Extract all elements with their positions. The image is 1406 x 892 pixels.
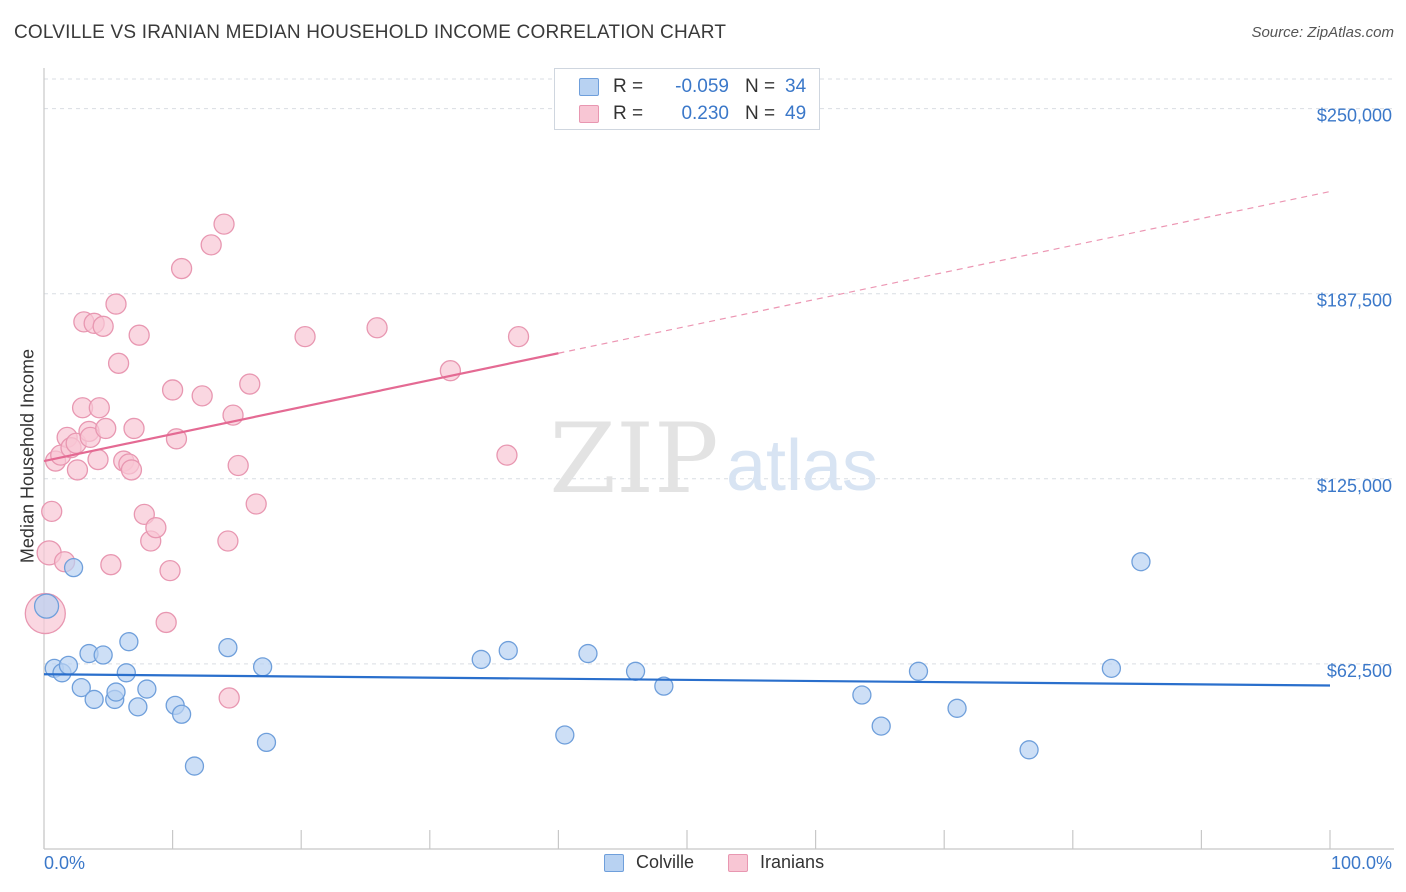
colville-point: [1019, 740, 1039, 760]
iranians-point: [88, 397, 110, 419]
iranians-point: [145, 517, 167, 539]
iranians-point: [120, 459, 143, 481]
iranians-point: [123, 417, 145, 440]
colville-point: [908, 661, 929, 681]
legend-label-iranians: Iranians: [760, 852, 825, 872]
colville-swatch: [579, 78, 599, 96]
colville-point: [498, 640, 518, 661]
colville-point: [137, 679, 157, 699]
colville-point: [93, 645, 113, 665]
watermark-atlas: atlas: [726, 426, 878, 506]
n-value: 34: [785, 76, 807, 97]
r-value: 0.230: [681, 103, 729, 124]
colville-point: [252, 657, 273, 677]
iranians-point: [87, 448, 109, 471]
colville-point: [184, 756, 205, 776]
colville-point: [852, 685, 872, 705]
colville-point: [128, 697, 148, 717]
colville-point: [84, 689, 104, 710]
r-label: R =: [613, 76, 644, 97]
colville-trend-line: [43, 673, 1331, 687]
iranians-trend-extension: [558, 190, 1331, 354]
r-value: -0.059: [675, 76, 729, 97]
legend-row-iranians: R = 0.230 N = 49: [579, 102, 806, 126]
iranians-point: [105, 293, 127, 315]
colville-point: [471, 649, 491, 670]
iranians-point: [245, 493, 267, 515]
iranians-point: [191, 385, 213, 407]
iranians-point: [66, 459, 89, 481]
colville-point: [256, 732, 277, 753]
colville-point: [947, 698, 967, 718]
colville-point: [555, 725, 575, 745]
iranians-point: [159, 559, 181, 582]
r-label: R =: [613, 103, 644, 124]
iranians-point: [41, 500, 63, 523]
iranians-point: [107, 352, 130, 374]
iranians-point: [239, 373, 261, 395]
iranians-point: [128, 324, 150, 346]
iranians-point: [170, 257, 193, 280]
colville-point: [71, 677, 91, 698]
iranians-point: [227, 454, 249, 477]
colville-point: [63, 558, 84, 578]
iranians-point: [496, 444, 518, 466]
iranians-swatch: [579, 105, 599, 123]
iranians-point: [200, 234, 222, 256]
iranians-point: [213, 213, 235, 235]
colville-swatch: [604, 853, 624, 872]
colville-point: [119, 632, 139, 652]
iranians-point: [161, 379, 184, 401]
colville-point: [171, 704, 192, 724]
iranians-point: [217, 530, 239, 552]
n-value: 49: [785, 103, 807, 124]
legend-label-colville: Colville: [636, 852, 695, 872]
y-tick-label: $250,000: [1317, 106, 1392, 126]
colville-point: [578, 643, 598, 664]
colville-point: [871, 716, 891, 736]
iranians-point: [507, 326, 530, 348]
iranians-point: [294, 326, 316, 348]
x-tick-label: 0.0%: [44, 853, 85, 873]
iranians-point: [100, 554, 122, 576]
legend-item-colville: Colville: [604, 852, 694, 873]
x-tick-label: 100.0%: [1331, 853, 1392, 873]
colville-point: [218, 637, 238, 658]
correlation-legend: R = -0.059 N = 34 R = 0.230 N = 49: [554, 68, 820, 130]
series-legend: Colville Iranians: [604, 852, 858, 873]
n-label: N =: [745, 76, 776, 97]
legend-item-iranians: Iranians: [728, 852, 824, 873]
source-attribution: Source: ZipAtlas.com: [1251, 24, 1394, 41]
iranians-point: [366, 317, 388, 339]
iranians-point: [218, 687, 240, 709]
colville-point: [1131, 552, 1151, 572]
iranians-trend-line: [43, 352, 559, 463]
n-label: N =: [745, 103, 776, 124]
colville-point: [116, 663, 136, 683]
colville-point: [625, 661, 646, 681]
y-tick-label: $125,000: [1317, 476, 1392, 496]
chart-title: COLVILLE VS IRANIAN MEDIAN HOUSEHOLD INC…: [14, 22, 727, 43]
colville-point: [106, 682, 126, 702]
y-tick-label: $62,500: [1327, 661, 1392, 681]
iranians-point: [92, 315, 114, 337]
colville-point: [1101, 658, 1122, 678]
iranians-swatch: [728, 853, 749, 872]
colville-point: [654, 676, 674, 696]
legend-row-colville: R = -0.059 N = 34: [579, 75, 806, 99]
iranians-point: [95, 417, 117, 440]
colville-point: [58, 655, 79, 676]
watermark-zip: ZIP: [549, 403, 718, 515]
y-tick-label: $187,500: [1317, 291, 1392, 311]
colville-point: [33, 593, 60, 619]
iranians-point: [155, 611, 177, 634]
